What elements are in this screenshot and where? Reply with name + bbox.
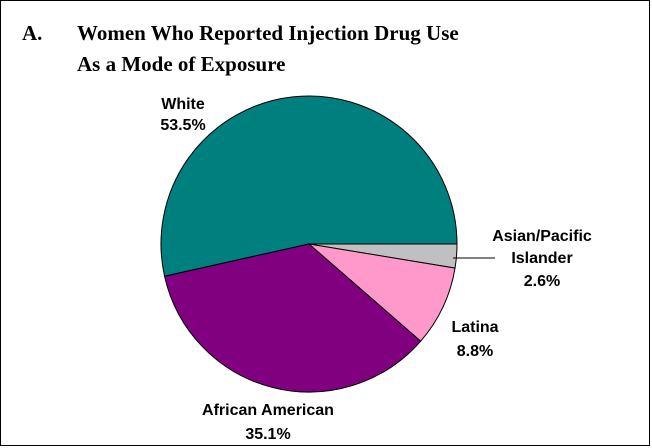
- white-label: White: [161, 96, 205, 113]
- asian-pacific-islander-label-line-1: Asian/Pacific: [492, 228, 592, 245]
- latina-value-label: 8.8%: [457, 343, 493, 360]
- pie-slice-african-american: [163, 243, 422, 393]
- pie-slices: [160, 95, 458, 393]
- pie-slice-white: [160, 95, 458, 277]
- chart-title-letter: A.: [22, 21, 43, 45]
- african-american-label: African American: [202, 402, 334, 419]
- white-value-label: 53.5%: [160, 117, 205, 134]
- latina-label: Latina: [451, 319, 498, 336]
- asian-pacific-islander-label-line-2: Islander: [511, 250, 572, 267]
- chart-title-line-1: Women Who Reported Injection Drug Use: [77, 21, 459, 45]
- pie-slice-latina: [307, 243, 456, 342]
- chart-title-line-2: As a Mode of Exposure: [77, 52, 286, 76]
- african-american-value-label: 35.1%: [245, 426, 290, 443]
- asian-pacific-islander-value-label: 2.6%: [524, 273, 560, 290]
